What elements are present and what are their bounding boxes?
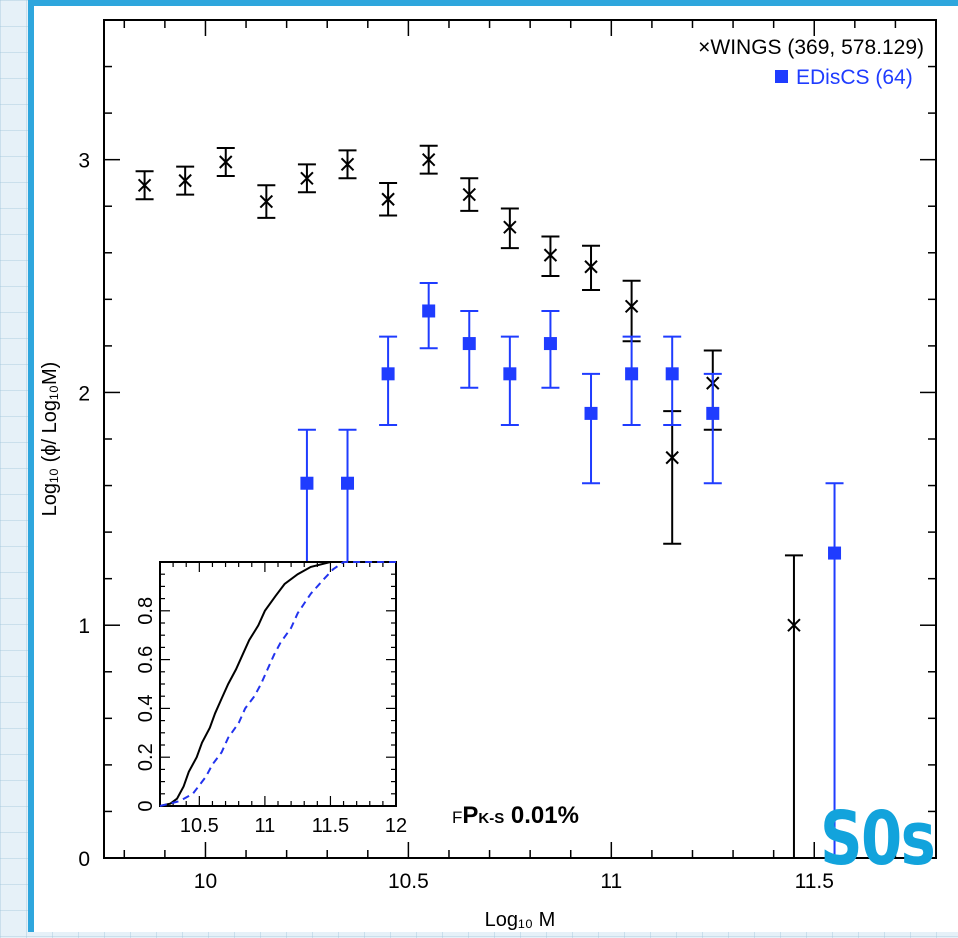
wings-point <box>259 194 274 209</box>
y-tick-label: 2 <box>78 382 90 405</box>
inset-y-tick-label: 0 <box>135 800 157 811</box>
wings-marker <box>219 155 233 169</box>
wings-point <box>178 173 192 188</box>
ediscs-point <box>828 546 842 560</box>
wings-point <box>219 155 233 169</box>
ediscs-point <box>543 337 557 351</box>
wings-marker <box>137 178 152 192</box>
wings-marker <box>178 173 192 188</box>
wings-marker <box>624 299 639 314</box>
wings-point <box>584 260 598 274</box>
y-tick-label: 3 <box>78 150 90 173</box>
ediscs-point <box>665 367 679 381</box>
ediscs-point <box>381 367 395 381</box>
inset-border <box>159 561 397 807</box>
wings-point <box>462 187 476 202</box>
inset-cdf-wings <box>159 561 396 807</box>
legend-ediscs: EDisCS (64) <box>796 66 913 89</box>
inset-y-tick-label: 0.6 <box>135 646 157 674</box>
wings-point <box>300 171 314 185</box>
inset-x-tick-label: 12 <box>385 815 407 837</box>
wings-marker <box>421 152 436 167</box>
ediscs-point <box>422 304 436 318</box>
x-tick-label: 10 <box>194 870 217 893</box>
inset-x-tick-label: 11 <box>255 815 276 837</box>
inset-y-tick-label: 0.4 <box>135 694 157 722</box>
ediscs-point <box>706 406 720 420</box>
inset-cdf-ediscs <box>159 561 396 807</box>
wings-marker <box>300 171 314 185</box>
wings-marker <box>543 248 558 262</box>
ediscs-point <box>462 337 476 351</box>
wings-point <box>503 220 517 234</box>
inset-x-tick-label: 11.5 <box>312 815 349 837</box>
wings-marker <box>503 220 517 234</box>
morphology-badge: S0s <box>820 796 936 882</box>
x-axis-label: Log₁₀ M <box>485 909 556 931</box>
legend-wings: ×WINGS (369, 578.129) <box>698 36 924 59</box>
y-axis-label: Log₁₀ (ϕ/ Log₁₀M) <box>39 362 61 517</box>
wings-marker <box>381 192 395 206</box>
inset-y-tick-label: 0.8 <box>135 597 157 625</box>
ediscs-point <box>503 367 517 381</box>
wings-point <box>543 248 558 262</box>
y-tick-label: 0 <box>78 848 90 871</box>
wings-point <box>787 618 801 632</box>
x-tick-label: 11 <box>600 870 622 893</box>
wings-point <box>624 299 639 314</box>
x-tick-label: 11.5 <box>795 870 834 893</box>
ediscs-point <box>625 367 639 381</box>
ediscs-point <box>584 406 598 420</box>
figure-frame: 10 10.5 11 11.5 0 1 2 3 Log₁₀ M Log₁₀ (ϕ/ Log₁₀M)… <box>28 0 958 932</box>
wings-marker <box>259 194 274 209</box>
wings-point <box>665 450 679 465</box>
wings-point <box>421 152 436 167</box>
wings-marker <box>462 187 476 202</box>
y-tick-label: 1 <box>78 615 90 638</box>
x-tick-label: 10.5 <box>388 870 429 893</box>
wings-point <box>137 178 152 192</box>
ediscs-point <box>300 476 314 490</box>
wings-marker <box>787 618 801 632</box>
wings-marker <box>340 157 355 172</box>
legend-ediscs-marker <box>775 70 788 83</box>
wings-marker <box>584 260 598 274</box>
inset-x-tick-label: 10.5 <box>180 815 219 837</box>
wings-marker <box>665 450 679 465</box>
inset-y-tick-label: 0.2 <box>135 743 157 771</box>
wings-point <box>381 192 395 206</box>
ks-probability-label: FPK-S 0.01% <box>452 802 579 829</box>
wings-point <box>340 157 355 172</box>
ediscs-point <box>341 476 355 490</box>
